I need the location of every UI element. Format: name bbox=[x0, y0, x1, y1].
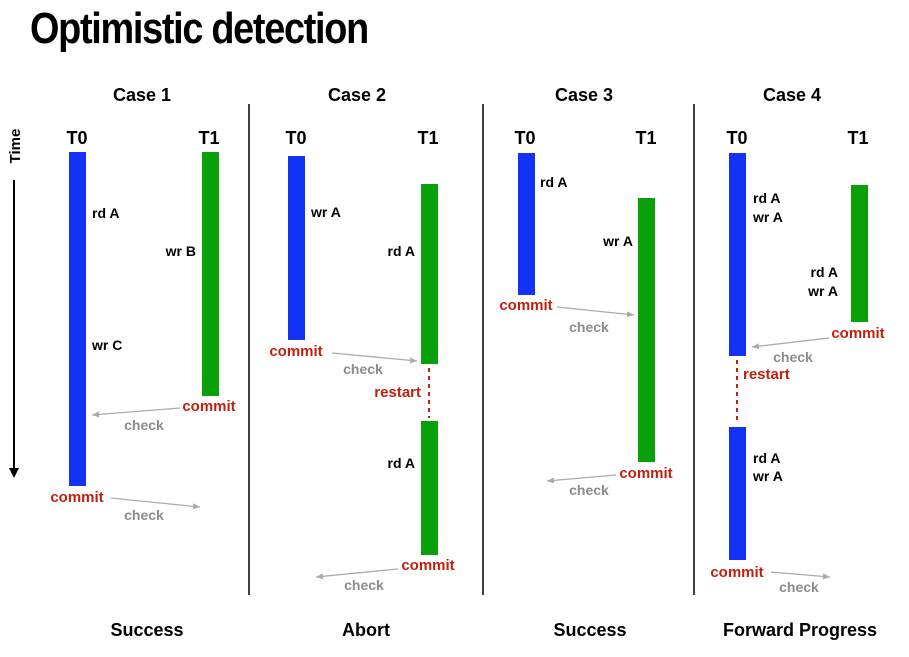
page-title: Optimistic detection bbox=[30, 4, 369, 53]
case-4-op-rd-a-2: rd A bbox=[811, 264, 838, 280]
case-2-t0-bar bbox=[288, 156, 305, 340]
case-1-t1-label: T1 bbox=[198, 128, 219, 148]
case-2-outcome: Abort bbox=[342, 620, 390, 640]
case-2-t0-commit: commit bbox=[269, 343, 322, 360]
case-4-t0-commit: commit bbox=[710, 564, 763, 581]
case-1-op-wr-c: wr C bbox=[91, 337, 122, 353]
case-1-t1-bar bbox=[202, 152, 219, 396]
time-arrow-head bbox=[9, 468, 19, 478]
case-4-op-rd-a-3: rd A bbox=[753, 450, 780, 466]
case-3-check-1: check bbox=[569, 319, 609, 335]
case-3-t1-label: T1 bbox=[635, 128, 656, 148]
case-1-outcome: Success bbox=[110, 620, 183, 640]
case-3-outcome: Success bbox=[553, 620, 626, 640]
case-4-op-rd-a-1: rd A bbox=[753, 190, 780, 206]
case-4-op-wr-a-3: wr A bbox=[752, 468, 783, 484]
case-1-t0-commit: commit bbox=[50, 489, 103, 506]
case-3-check-arrow-2 bbox=[546, 474, 617, 484]
case-2-op-rd-a-2: rd A bbox=[388, 455, 415, 471]
case-2-check-arrow-2 bbox=[315, 568, 399, 580]
case-4-t1-commit: commit bbox=[831, 325, 884, 342]
case-2-restart: restart bbox=[374, 384, 421, 401]
case-3-heading: Case 3 bbox=[555, 85, 613, 105]
case-3-op-wr-a: wr A bbox=[602, 233, 633, 249]
case-4-t0-label: T0 bbox=[726, 128, 747, 148]
case-2-t1-bar-second bbox=[421, 421, 438, 555]
case-2-t0-label: T0 bbox=[285, 128, 306, 148]
case-1-t0-bar bbox=[69, 152, 86, 486]
case-2-t1-label: T1 bbox=[417, 128, 438, 148]
case-4-check-arrow-2 bbox=[770, 571, 831, 580]
case-1-heading: Case 1 bbox=[113, 85, 171, 105]
case-4-outcome: Forward Progress bbox=[723, 620, 877, 640]
case-1-t1-commit: commit bbox=[182, 398, 235, 415]
case-1-t0-label: T0 bbox=[66, 128, 87, 148]
case-1: Case 1 T0 T1 rd A wr B wr C commit check… bbox=[50, 85, 235, 640]
case-2: Case 2 T0 T1 wr A rd A commit check rest… bbox=[269, 85, 454, 640]
case-4-check-arrow-1 bbox=[751, 337, 830, 350]
case-3-t0-bar bbox=[518, 153, 535, 295]
time-label: Time bbox=[7, 129, 24, 164]
case-4-heading: Case 4 bbox=[763, 85, 821, 105]
case-4-op-wr-a-1: wr A bbox=[752, 209, 783, 225]
case-4-check-2: check bbox=[779, 579, 819, 595]
case-1-check-arrow-2 bbox=[110, 497, 201, 510]
case-3-check-2: check bbox=[569, 482, 609, 498]
case-4-t0-bar-first bbox=[729, 153, 746, 356]
case-1-check-2: check bbox=[124, 507, 164, 523]
case-3-op-rd-a: rd A bbox=[540, 174, 567, 190]
case-4-t1-label: T1 bbox=[847, 128, 868, 148]
case-2-heading: Case 2 bbox=[328, 85, 386, 105]
case-4-t0-bar-second bbox=[729, 427, 746, 560]
case-2-t1-commit: commit bbox=[401, 557, 454, 574]
case-2-check-1: check bbox=[343, 361, 383, 377]
case-3-t1-commit: commit bbox=[619, 465, 672, 482]
case-3-t0-commit: commit bbox=[499, 297, 552, 314]
case-2-check-arrow-1 bbox=[331, 352, 418, 364]
case-2-t1-bar-first bbox=[421, 184, 438, 364]
case-1-op-wr-b: wr B bbox=[165, 243, 196, 259]
case-2-check-2: check bbox=[344, 577, 384, 593]
case-3-check-arrow-1 bbox=[556, 306, 635, 318]
case-2-op-wr-a: wr A bbox=[310, 204, 341, 220]
case-1-check-arrow-1 bbox=[91, 407, 181, 418]
case-4-check-1: check bbox=[773, 349, 813, 365]
case-4-restart: restart bbox=[743, 366, 790, 383]
case-3: Case 3 T0 T1 rd A wr A commit check comm… bbox=[499, 85, 672, 640]
case-1-check-1: check bbox=[124, 417, 164, 433]
case-4-t1-bar bbox=[851, 185, 868, 322]
case-3-t1-bar bbox=[638, 198, 655, 462]
case-4: Case 4 T0 T1 rd A wr A rd A wr A commit … bbox=[710, 85, 884, 640]
case-2-op-rd-a-1: rd A bbox=[388, 243, 415, 259]
case-1-op-rd-a: rd A bbox=[92, 205, 119, 221]
case-4-op-wr-a-2: wr A bbox=[807, 283, 838, 299]
case-3-t0-label: T0 bbox=[514, 128, 535, 148]
